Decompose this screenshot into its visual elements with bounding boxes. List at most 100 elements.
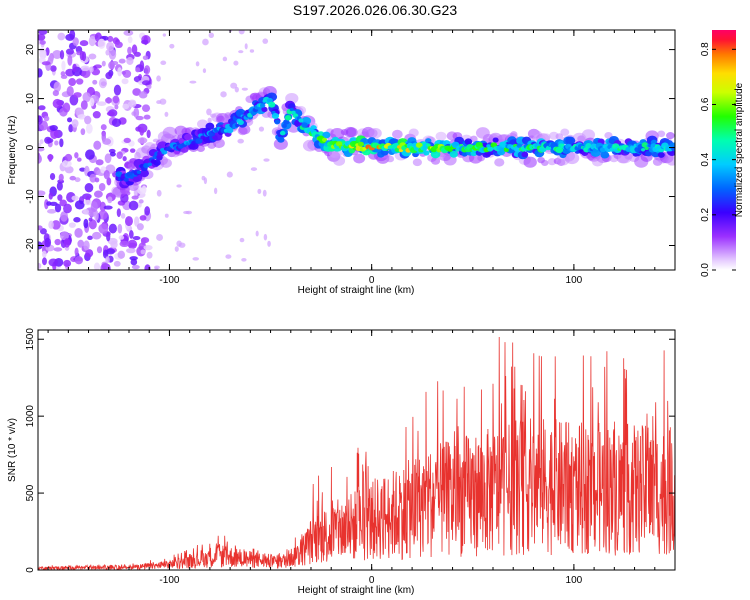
spectrogram-noise-cell [38, 225, 43, 231]
spectrogram-noise-cell [74, 227, 83, 238]
colorbar-tick-label: 0.4 [700, 152, 711, 166]
spectrogram-noise-cell [238, 50, 244, 54]
spectrogram-noise-cell [108, 61, 116, 70]
spectrogram-noise-cell [136, 223, 144, 231]
colorbar-gradient [712, 30, 736, 270]
spectrogram-noise-cell [59, 50, 65, 60]
spectrogram-ridge-cell [150, 159, 157, 164]
spectrogram-noise-cell [67, 117, 73, 123]
spectrogram-noise-cell [233, 60, 239, 66]
spectrogram-noise-cell [94, 210, 99, 221]
spectrogram-noise-cell [207, 117, 212, 124]
spectrogram-noise-cell [82, 209, 90, 215]
spectrogram-noise-cell [106, 177, 112, 186]
spectrogram-noise-cell [87, 235, 93, 241]
spectrogram-noise-cell [58, 173, 64, 182]
spectrogram-x-tick-label: -100 [159, 275, 179, 286]
spectrogram-noise-cell [38, 33, 46, 41]
spectrogram-noise-cell [250, 167, 258, 171]
spectrogram-noise-cell [61, 159, 72, 168]
spectrogram-noise-cell [143, 245, 153, 251]
spectrogram-noise-cell [104, 97, 113, 104]
spectrogram-noise-cell [121, 70, 126, 75]
spectrogram-noise-cell [195, 61, 200, 67]
spectrogram-noise-cell [113, 260, 121, 267]
spectrogram-noise-cell [72, 37, 79, 46]
spectrogram-noise-cell [135, 67, 141, 73]
spectrogram-noise-cell [88, 53, 97, 60]
spectrogram-noise-cell [41, 250, 47, 258]
spectrogram-noise-cell [164, 213, 169, 218]
spectrogram-noise-cell [183, 210, 190, 215]
snr-y-tick-label: 0 [25, 567, 36, 573]
spectrogram-ridge-cell [565, 136, 576, 145]
spectrogram-noise-cell [126, 57, 134, 65]
spectrogram-noise-cell [57, 32, 66, 41]
spectrogram-noise-cell [101, 60, 106, 67]
spectrogram-ridge-cell [345, 127, 358, 138]
spectrogram-marks [38, 30, 675, 270]
spectrogram-noise-cell [105, 264, 111, 270]
spectrogram-noise-cell [54, 140, 59, 146]
spectrogram-noise-cell [63, 259, 72, 267]
snr-y-axis-title: SNR (10 * v/v) [7, 418, 18, 482]
spectrogram-noise-cell [102, 138, 112, 145]
spectrogram-noise-cell [108, 49, 117, 60]
spectrogram-ridge-cell [391, 129, 403, 139]
spectrogram-noise-cell [146, 84, 152, 90]
spectrogram-noise-cell [141, 80, 151, 86]
spectrogram-noise-cell [225, 254, 232, 259]
spectrogram-ridge-cell [147, 162, 153, 167]
spectrogram-noise-cell [132, 88, 141, 96]
spectrogram-noise-cell [120, 213, 126, 219]
spectrogram-noise-cell [88, 35, 96, 47]
spectrogram-noise-cell [255, 230, 259, 237]
spectrogram-noise-cell [169, 43, 175, 49]
spectrogram-ridge-cell [521, 151, 529, 158]
spectrogram-noise-cell [263, 233, 268, 241]
spectrogram-noise-cell [48, 153, 53, 162]
spectrogram-noise-cell [139, 215, 147, 221]
spectrogram-ridge-cell [196, 119, 209, 129]
spectrogram-noise-cell [94, 177, 100, 183]
spectrogram-noise-cell [98, 210, 108, 220]
spectrogram-frame [37, 29, 676, 271]
spectrogram-noise-cell [71, 119, 79, 128]
spectrogram-noise-cell [89, 173, 97, 183]
spectrogram-noise-cell [105, 256, 110, 264]
spectrogram-noise-cell [126, 247, 136, 254]
spectrogram-noise-cell [48, 192, 53, 200]
spectrogram-noise-cell [127, 46, 132, 55]
snr-y-tick-label: 500 [25, 484, 36, 501]
spectrogram-ridge-cell [423, 150, 430, 156]
spectrogram-ridge-cell [386, 155, 395, 163]
spectrogram-noise-cell [117, 67, 122, 77]
spectrogram-noise-cell [71, 195, 79, 201]
spectrogram-noise-cell [53, 81, 61, 93]
snr-x-axis-title: Height of straight line (km) [298, 585, 415, 596]
spectrogram-noise-cell [54, 238, 61, 246]
spectrogram-noise-cell [143, 114, 151, 120]
spectrogram-noise-cell [76, 157, 82, 162]
spectrogram-ridge-cell [321, 137, 328, 142]
spectrogram-noise-cell [117, 223, 123, 234]
spectrogram-noise-cell [83, 199, 93, 206]
spectrogram-ridge-cell [510, 131, 518, 138]
spectrogram-x-axis-title: Height of straight line (km) [298, 285, 415, 296]
spectrogram-noise-cell [202, 38, 209, 46]
spectrogram-ridge-cell [139, 169, 149, 178]
spectrogram-noise-cell [192, 257, 200, 261]
spectrogram-noise-cell [59, 138, 64, 148]
spectrogram-noise-cell [85, 123, 93, 134]
spectrogram-noise-cell [60, 71, 66, 77]
spectrogram-noise-cell [88, 219, 97, 230]
spectrogram-noise-cell [267, 240, 271, 247]
spectrogram-noise-cell [105, 49, 110, 56]
spectrogram-noise-cell [144, 65, 151, 75]
spectrogram-noise-cell [146, 129, 151, 139]
spectrogram-noise-cell [156, 189, 162, 197]
spectrogram-noise-cell [131, 44, 138, 55]
spectrogram-noise-cell [129, 148, 136, 153]
spectrogram-ridge-cell [123, 177, 129, 182]
